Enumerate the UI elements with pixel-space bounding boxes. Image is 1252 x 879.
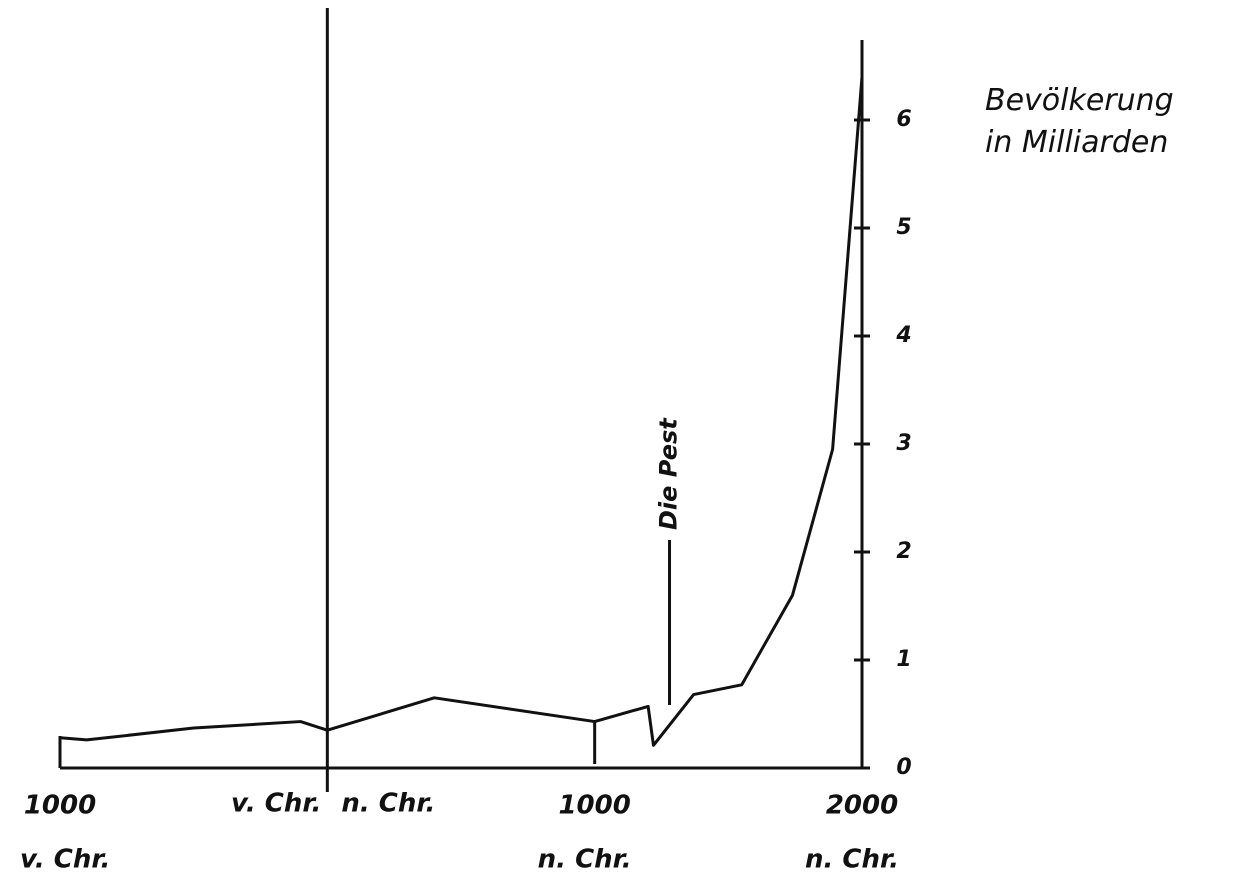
annotation: Die Pest xyxy=(655,417,683,530)
y-tick-label: 2 xyxy=(896,539,911,564)
y-tick-label: 5 xyxy=(896,215,911,240)
y-tick-label: 0 xyxy=(896,755,911,780)
x-tick-label: 1000 xyxy=(24,791,96,821)
era-label: v. Chr. xyxy=(231,789,321,819)
era-label: n. Chr. xyxy=(341,789,435,819)
y-tick-label: 6 xyxy=(896,107,911,132)
era-label: n. Chr. xyxy=(805,845,899,875)
era-label: v. Chr. xyxy=(20,845,110,875)
y-axis-label: Bevölkerung in Milliarden xyxy=(985,83,1174,160)
y-tick-label: 4 xyxy=(895,323,911,348)
era-label: n. Chr. xyxy=(538,845,632,875)
x-tick-label: 2000 xyxy=(826,791,898,821)
population-line xyxy=(59,76,864,747)
y-tick-label: 3 xyxy=(896,431,911,456)
y-tick-label: 1 xyxy=(896,647,911,672)
x-tick-label: 1000 xyxy=(558,791,630,821)
